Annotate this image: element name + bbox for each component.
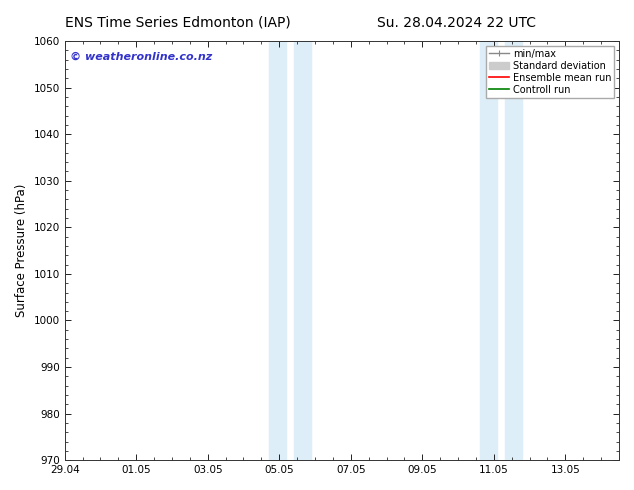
- Text: ENS Time Series Edmonton (IAP): ENS Time Series Edmonton (IAP): [65, 16, 290, 30]
- Bar: [294, 41, 311, 460]
- Bar: [479, 41, 498, 460]
- Text: Su. 28.04.2024 22 UTC: Su. 28.04.2024 22 UTC: [377, 16, 536, 30]
- Legend: min/max, Standard deviation, Ensemble mean run, Controll run: min/max, Standard deviation, Ensemble me…: [486, 46, 614, 98]
- Bar: [269, 41, 287, 460]
- Text: © weatheronline.co.nz: © weatheronline.co.nz: [70, 51, 212, 62]
- Bar: [505, 41, 522, 460]
- Y-axis label: Surface Pressure (hPa): Surface Pressure (hPa): [15, 184, 28, 318]
